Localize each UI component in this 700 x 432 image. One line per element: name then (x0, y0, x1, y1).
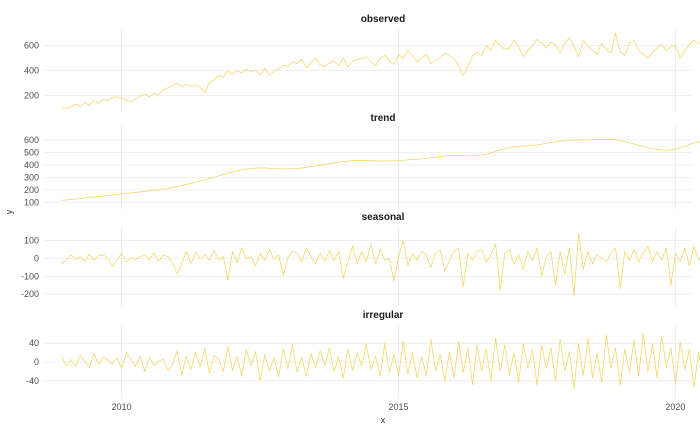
y-tick-label: 300 (24, 173, 39, 183)
panel-irregular: irregular -40 0 40 (26, 310, 700, 399)
y-tick-label: -40 (26, 376, 39, 386)
y-tick-label: -100 (21, 271, 39, 281)
panel-seasonal: seasonal -200 -100 0 100 (21, 212, 700, 307)
y-tick-label: 100 (24, 236, 39, 246)
y-tick-label: -200 (21, 289, 39, 299)
y-tick-label: 40 (29, 338, 39, 348)
y-tick-label: 100 (24, 198, 39, 208)
panel-title-observed: observed (361, 14, 405, 25)
series-line-seasonal (61, 233, 700, 297)
y-tick-label: 500 (24, 148, 39, 158)
y-tick-label: 0 (34, 357, 39, 367)
series-line-trend (61, 139, 700, 201)
panel-title-seasonal: seasonal (362, 212, 405, 223)
x-axis: 2010 2015 2020 (112, 402, 686, 412)
y-tick-label: 200 (24, 91, 39, 101)
y-tick-label: 600 (24, 135, 39, 145)
panel-title-irregular: irregular (363, 310, 404, 321)
x-tick-label: 2015 (388, 402, 408, 412)
panel-observed: observed 200 400 600 (24, 14, 700, 112)
y-tick-label: 200 (24, 185, 39, 195)
x-tick-label: 2010 (112, 402, 132, 412)
panel-title-trend: trend (371, 113, 396, 124)
series-line-irregular (61, 333, 700, 389)
y-tick-label: 0 (34, 253, 39, 263)
x-axis-title: x (381, 415, 386, 425)
series-line-observed (61, 32, 700, 109)
y-tick-label: 400 (24, 160, 39, 170)
x-tick-label: 2020 (665, 402, 685, 412)
y-tick-label: 600 (24, 41, 39, 51)
y-axis-title: y (4, 209, 14, 214)
y-tick-label: 400 (24, 66, 39, 76)
panel-trend: trend 100 200 300 400 500 600 (24, 113, 700, 209)
